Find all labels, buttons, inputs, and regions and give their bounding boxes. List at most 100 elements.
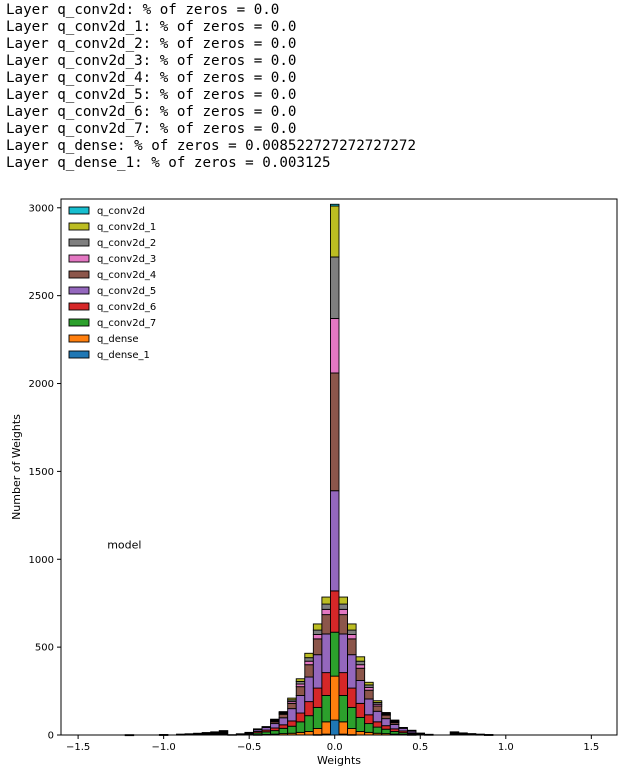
histogram-bar-q_dense	[347, 728, 357, 736]
histogram-bar-q_conv2d_3	[355, 664, 366, 669]
histogram-bar-q_conv2d_1	[278, 711, 289, 713]
histogram-bar-q_conv2d_5	[364, 698, 374, 716]
histogram-bar-q_conv2d_4	[321, 614, 331, 635]
histogram-bar-q_conv2d_4	[312, 638, 323, 656]
histogram-bar-q_conv2d_1	[372, 700, 383, 703]
histogram-bar-q_dense_1	[329, 719, 340, 736]
histogram-bar-q_conv2d_6	[321, 672, 331, 696]
histogram-bar-q_conv2d_6	[295, 712, 306, 723]
histogram-bar-q_conv2d_5	[355, 680, 366, 704]
console-line: Layer q_conv2d: % of zeros = 0.0	[6, 2, 280, 18]
y-tick-label: 2500	[29, 291, 54, 302]
histogram-bar-q_conv2d_4	[253, 728, 263, 731]
legend-swatch-q_conv2d_3	[68, 254, 90, 263]
legend-swatch-q_conv2d	[68, 206, 90, 215]
x-tick-label: −0.5	[237, 742, 261, 753]
y-tick-label: 0	[48, 731, 54, 742]
histogram-bar-q_conv2d_4	[287, 702, 297, 710]
histogram-bar-q_conv2d_5	[244, 731, 254, 734]
histogram-bar-q_conv2d_7	[270, 730, 280, 735]
histogram-bar-q_conv2d_1	[364, 681, 374, 686]
histogram-bar-q_conv2d_4	[381, 714, 391, 720]
histogram-bar-q_conv2d_6	[372, 721, 383, 728]
console-line: Layer q_dense: % of zeros = 0.0085227272…	[6, 138, 416, 154]
legend-swatch-q_dense_1	[68, 350, 90, 359]
histogram-bar-q_conv2d_5	[270, 723, 280, 729]
console-line: Layer q_conv2d_4: % of zeros = 0.0	[6, 70, 297, 86]
histogram-bar-q_conv2d_6	[329, 590, 340, 633]
histogram-bar-q_dense	[338, 721, 349, 735]
legend-label: q_dense	[97, 334, 139, 345]
histogram-bar-q_conv2d_5	[304, 676, 314, 703]
histogram-bar-q_conv2d_4	[355, 667, 366, 681]
histogram-bar-q_conv2d_1	[389, 719, 400, 722]
histogram-bar-q_conv2d_5	[372, 710, 383, 723]
y-tick-label: 500	[35, 643, 54, 654]
histogram-bar-q_conv2d_6	[312, 687, 323, 708]
histogram-bar-q_conv2d_1	[304, 652, 314, 659]
histogram-bar-q_conv2d_4	[304, 664, 314, 678]
x-tick-label: 1.5	[583, 742, 599, 753]
histogram-bar-q_conv2d_6	[338, 672, 349, 696]
histogram-bar-q_conv2d_3	[321, 608, 331, 616]
histogram-bar-q_conv2d_4	[329, 372, 340, 492]
histogram-bar-q_conv2d_4	[398, 726, 408, 729]
legend-swatch-q_conv2d_5	[68, 286, 90, 295]
histogram-bar-q_conv2d_1	[312, 623, 323, 631]
y-axis-label: Number of Weights	[10, 414, 23, 520]
histogram-bar-q_conv2d_6	[364, 714, 374, 725]
histogram-bar-q_conv2d_5	[235, 733, 246, 735]
y-axis-ticks: 0 500 1000 1500 2000 2500 3000	[29, 203, 61, 742]
histogram-bar-q_conv2d_2	[355, 660, 366, 666]
histogram-bar-q_dense	[355, 731, 366, 736]
histogram-bar-q_dense	[321, 721, 331, 735]
histogram-bar-q_conv2d_6	[355, 702, 366, 718]
legend-label: q_dense_1	[97, 350, 150, 361]
histogram-bar-q_conv2d_5	[329, 490, 340, 592]
x-axis-label: Weights	[317, 754, 361, 767]
histogram-bar-q_conv2d_6	[287, 720, 297, 727]
console-line: Layer q_conv2d_7: % of zeros = 0.0	[6, 121, 297, 137]
histogram-bar-q_conv2d_4	[406, 729, 417, 732]
histogram-bar-q_conv2d_5	[389, 724, 400, 730]
histogram-bar-q_conv2d_7	[372, 726, 383, 734]
histogram-bar-q_conv2d_3	[304, 660, 314, 666]
legend-swatch-q_conv2d_6	[68, 302, 90, 311]
histogram-bar-q_conv2d_2	[312, 629, 323, 635]
legend-label: q_conv2d	[97, 206, 145, 217]
histogram-bar-q_conv2d_5	[321, 633, 331, 674]
legend-label: q_conv2d_5	[97, 286, 156, 297]
console-line: Layer q_conv2d_2: % of zeros = 0.0	[6, 36, 297, 52]
x-tick-label: 0.0	[327, 742, 343, 753]
console-line: Layer q_conv2d_6: % of zeros = 0.0	[6, 104, 297, 120]
histogram-bar-q_conv2d_5	[278, 717, 289, 726]
console-line: Layer q_conv2d_1: % of zeros = 0.0	[6, 19, 297, 35]
x-axis-ticks: −1.5 −1.0 −0.5 0.0 0.5 1.0 1.5	[66, 735, 599, 753]
weights-histogram-chart: −1.5 −1.0 −0.5 0.0 0.5 1.0 1.5 0 500 1000 1500 200…	[10, 198, 618, 767]
histogram-bar-q_conv2d_1	[355, 656, 366, 662]
histogram-bar-q_conv2d_2	[321, 603, 331, 610]
y-tick-label: 1500	[29, 467, 54, 478]
histogram-bar-q_conv2d_5	[338, 633, 349, 674]
histogram-bar-q_conv2d_3	[329, 318, 340, 374]
histogram-bar-q_conv2d_7	[278, 727, 289, 735]
histogram-bar-q_conv2d_2	[304, 657, 314, 662]
histogram-bar-q_conv2d_5	[415, 732, 425, 735]
histogram-bar-q_conv2d_6	[381, 725, 391, 730]
y-tick-label: 1000	[29, 555, 54, 566]
legend-label: q_conv2d_4	[97, 270, 156, 281]
histogram-bar-q_conv2d_6	[278, 724, 289, 729]
histogram-bar-q_conv2d_2	[329, 256, 340, 319]
histogram-bar-q_conv2d	[329, 203, 340, 207]
histogram-bar-q_conv2d_7	[312, 706, 323, 729]
console-line: Layer q_conv2d_5: % of zeros = 0.0	[6, 87, 297, 103]
histogram-bar-q_dense	[312, 728, 323, 736]
histogram-bar-q_conv2d_4	[372, 705, 383, 712]
histogram-bar-q_conv2d_1	[321, 596, 331, 605]
legend-label: q_conv2d_6	[97, 302, 156, 313]
legend-label: q_conv2d_2	[97, 238, 156, 249]
legend-swatch-q_dense	[68, 334, 90, 343]
histogram-bar-q_conv2d_5	[295, 695, 306, 714]
histogram-bar-q_conv2d_7	[295, 721, 306, 733]
histogram-bar-q_conv2d_1	[270, 718, 280, 721]
